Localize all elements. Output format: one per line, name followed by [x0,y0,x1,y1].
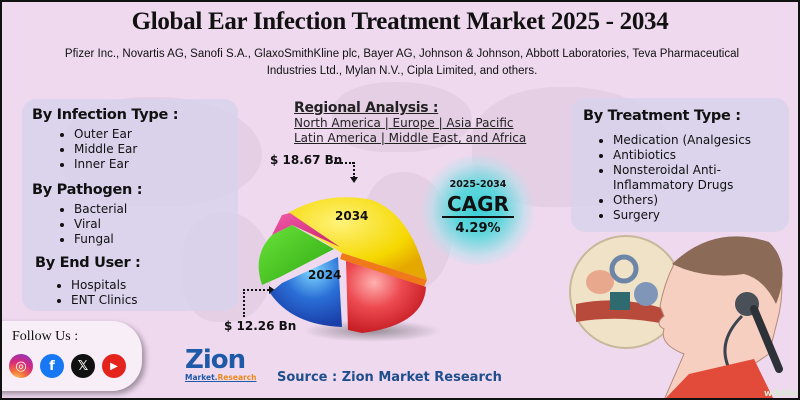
slice-red [346,261,426,333]
instagram-icon[interactable]: ◎ [9,354,33,378]
cagr-label: CAGR [447,192,509,216]
ear-exam-illustration: wikiHow [569,235,800,399]
regional-line-2: Latin America | Middle East, and Africa [294,131,527,145]
list-item: ENT Clinics [57,293,138,308]
logo-sub-a: Market. [185,373,218,382]
cagr-value: 4.29% [455,221,501,236]
source-label: Source : Zion Market Research [277,370,502,385]
treatment-type-title: By Treatment Type : [583,108,741,124]
pathogen-list: Bacterial Viral Fungal [60,202,127,247]
list-item: Viral [60,217,127,232]
slice-2024 [270,257,342,327]
segments-panel-left [22,99,238,311]
list-item: Others) [599,193,751,208]
key-companies: Pfizer Inc., Novartis AG, Sanofi S.A., G… [64,48,740,77]
slice-green [258,225,334,285]
list-item: Medication (Analgesics [599,133,751,148]
cagr-underline [442,216,514,218]
regional-line-1: North America | Europe | Asia Pacific [294,116,514,130]
follow-us-card: Follow Us : ◎ f 𝕏 ▶ [2,321,142,391]
list-item: Hospitals [57,278,138,293]
page-title: Global Ear Infection Treatment Market 20… [131,8,669,35]
pie-label-2034: 2034 [335,209,369,223]
list-item: Outer Ear [60,127,137,142]
list-item: Inner Ear [60,157,137,172]
list-item: Surgery [599,208,751,223]
pie-label-2024: 2024 [308,268,342,282]
arrow-right-icon [269,286,275,294]
value-2024-label: $ 12.26 Bn [224,319,297,333]
dotted-connector [353,162,355,178]
x-icon[interactable]: 𝕏 [71,354,95,378]
youtube-icon[interactable]: ▶ [102,354,126,378]
regional-analysis: Regional Analysis : North America | Euro… [294,100,526,146]
list-item: Inflammatory Drugs [613,178,734,192]
dotted-connector [334,162,354,164]
logo-sub-b: Research [217,373,257,382]
infection-type-list: Outer Ear Middle Ear Inner Ear [60,127,137,172]
cagr-period: 2025-2034 [449,179,507,190]
zion-logo: Zion Market.Research [185,347,257,382]
map-europe [332,82,472,152]
segments-panel-right [571,98,789,232]
list-item: Nonsteroidal Anti- [599,163,751,178]
slice-2034 [282,197,427,280]
end-user-list: Hospitals ENT Clinics [57,278,138,308]
logo-sub: Market.Research [185,373,257,382]
list-item: Bacterial [60,202,127,217]
list-item: Middle Ear [60,142,137,157]
value-2034-label: $ 18.67 Bn [270,153,343,167]
list-item: Antibiotics [599,148,751,163]
cagr-badge: 2025-2034 CAGR 4.29% [420,155,536,265]
dotted-connector [243,289,245,317]
pie-chart [258,197,427,333]
infection-type-title: By Infection Type : [32,107,179,123]
dotted-connector [243,289,269,291]
list-item: Fungal [60,232,127,247]
pathogen-title: By Pathogen : [32,182,143,198]
logo-main: Zion [185,345,246,375]
facebook-icon[interactable]: f [40,354,64,378]
arrow-down-icon [350,177,358,183]
watermark: wikiHow [764,389,800,399]
follow-us-label: Follow Us : [12,329,79,344]
end-user-title: By End User : [35,255,141,271]
regional-title: Regional Analysis : [294,100,439,116]
slice-pink [272,213,340,247]
treatment-type-list: Medication (Analgesics Antibiotics Nonst… [599,133,751,223]
